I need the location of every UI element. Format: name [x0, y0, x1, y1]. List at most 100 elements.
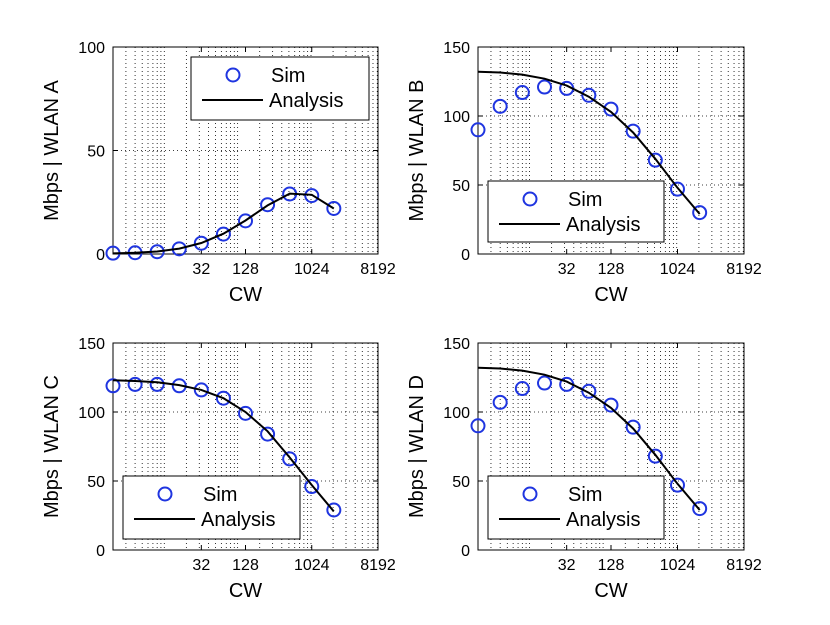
data-point-sim	[647, 152, 663, 168]
y-tick-label: 50	[452, 178, 470, 195]
panel-d: 32 128 1024 8192 0 50 100 150 CW Mbps | WLAN D Sim…	[406, 336, 762, 602]
y-tick-label: 0	[96, 247, 105, 264]
y-tick-label: 150	[443, 40, 470, 57]
data-point-sim	[692, 501, 708, 517]
panel-a: 32 128 1024 8192 0 50 100 CW Mbps | WLAN A Sim Ana…	[41, 40, 396, 306]
y-tick-label: 100	[443, 109, 470, 126]
x-axis-label: CW	[229, 284, 262, 306]
legend-label-analysis: Analysis	[566, 509, 640, 531]
data-point-sim	[260, 426, 276, 442]
data-point-sim	[238, 213, 253, 229]
x-tick-label: 32	[558, 557, 576, 574]
legend-marker-sim	[157, 486, 173, 502]
y-tick-label: 150	[78, 336, 105, 353]
y-axis-label: Mbps | WLAN B	[406, 80, 428, 222]
series-line-analysis	[477, 70, 701, 215]
legend: Sim Analysis	[190, 56, 370, 121]
data-point-sim	[514, 381, 530, 397]
data-point-sim	[492, 394, 508, 410]
x-tick-label: 128	[598, 261, 625, 278]
y-axis-label: Mbps | WLAN A	[41, 79, 63, 220]
legend-box	[190, 56, 370, 121]
legend-label-sim: Sim	[568, 484, 602, 506]
data-point-sim	[647, 448, 663, 464]
legend-label-analysis: Analysis	[201, 509, 275, 531]
data-point-sim	[193, 382, 209, 398]
x-tick-label: 1024	[660, 557, 696, 574]
data-point-sim	[215, 226, 231, 242]
y-tick-label: 50	[452, 474, 470, 491]
x-tick-label: 128	[232, 261, 259, 278]
data-point-sim	[603, 101, 619, 117]
y-tick-label: 50	[87, 474, 105, 491]
legend-marker-sim	[522, 486, 538, 502]
data-point-sim	[260, 197, 276, 213]
data-point-sim	[238, 405, 253, 421]
x-tick-label: 128	[598, 557, 625, 574]
data-point-sim	[127, 376, 143, 392]
x-axis-label: CW	[229, 580, 262, 602]
legend: Sim Analysis	[487, 475, 665, 540]
legend-box	[487, 180, 665, 243]
legend-marker-sim	[225, 67, 241, 83]
data-point-sim	[304, 479, 320, 495]
data-point-sim	[326, 502, 342, 518]
x-tick-label: 8192	[360, 557, 396, 574]
panel-c: 32 128 1024 8192 0 50 100 150 CW Mbps | WLAN C Sim…	[41, 336, 396, 602]
panel-b: 32 128 1024 8192 0 50 100 150 CW Mbps | WLAN B Sim…	[406, 40, 762, 306]
y-tick-label: 100	[78, 40, 105, 57]
data-point-sim	[215, 390, 231, 406]
x-tick-label: 8192	[726, 261, 762, 278]
legend-box	[122, 475, 301, 540]
y-tick-label: 0	[461, 247, 470, 264]
y-tick-label: 100	[443, 405, 470, 422]
x-tick-label: 32	[558, 261, 576, 278]
data-point-sim	[470, 418, 486, 434]
data-point-sim	[282, 451, 298, 467]
x-tick-label: 1024	[660, 261, 696, 278]
data-point-sim	[326, 200, 342, 216]
y-tick-label: 0	[96, 543, 105, 560]
data-point-sim	[670, 181, 685, 197]
data-point-sim	[581, 87, 597, 103]
x-tick-label: 32	[192, 557, 210, 574]
legend-marker-sim	[522, 191, 538, 207]
x-axis-label: CW	[594, 284, 627, 306]
data-point-sim	[670, 477, 685, 493]
data-point-sim	[625, 419, 641, 435]
x-tick-label: 1024	[294, 261, 330, 278]
legend-label-sim: Sim	[271, 65, 305, 87]
legend-label-analysis: Analysis	[566, 214, 640, 236]
data-point-sim	[149, 376, 165, 392]
legend-label-sim: Sim	[568, 189, 602, 211]
data-point-sim	[193, 235, 209, 251]
data-point-sim	[105, 378, 121, 394]
y-axis-label: Mbps | WLAN D	[406, 375, 428, 518]
y-axis-label: Mbps | WLAN C	[41, 375, 63, 518]
y-tick-label: 0	[461, 543, 470, 560]
y-tick-label: 50	[87, 144, 105, 161]
data-point-sim	[692, 205, 708, 221]
x-tick-label: 8192	[360, 261, 396, 278]
x-tick-label: 8192	[726, 557, 762, 574]
data-point-sim	[304, 188, 320, 204]
data-point-sim	[514, 85, 530, 101]
y-tick-label: 150	[443, 336, 470, 353]
data-point-sim	[625, 123, 641, 139]
data-point-sim	[581, 383, 597, 399]
series-line-analysis	[112, 192, 335, 255]
legend-label-analysis: Analysis	[269, 90, 343, 112]
x-axis-label: CW	[594, 580, 627, 602]
data-point-sim	[537, 375, 552, 391]
series-line-analysis	[112, 379, 335, 513]
data-point-sim	[470, 122, 486, 138]
legend-box	[487, 475, 665, 540]
y-tick-label: 100	[78, 405, 105, 422]
series-line-analysis	[477, 366, 701, 511]
x-tick-label: 128	[232, 557, 259, 574]
x-tick-label: 32	[192, 261, 210, 278]
data-point-sim	[537, 79, 552, 95]
legend: Sim Analysis	[487, 180, 665, 243]
data-point-sim	[603, 397, 619, 413]
